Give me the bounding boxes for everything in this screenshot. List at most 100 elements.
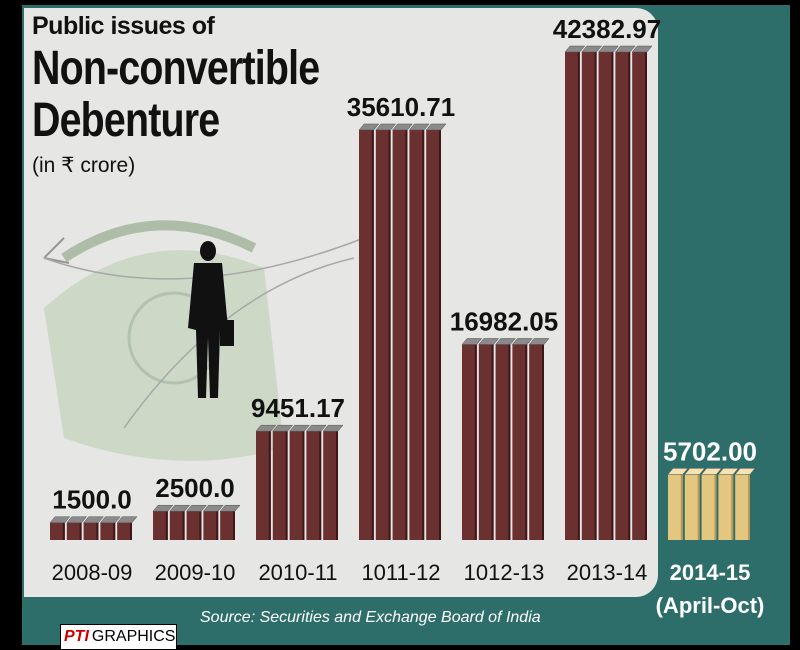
- bar-slat-top: [598, 45, 619, 53]
- bar-slat-shade: [731, 474, 734, 540]
- bar-slat-top: [152, 504, 174, 512]
- bar-slat: [359, 129, 374, 540]
- bar-slat-top: [614, 45, 636, 53]
- source-note: Source: Securities and Exchange Board of…: [200, 609, 541, 626]
- bar-slat-shade: [525, 344, 528, 540]
- chart-title-top: Public issues of: [32, 12, 215, 40]
- bar-slat-top: [322, 424, 344, 432]
- bar-slat-top: [219, 504, 241, 512]
- bar-slat-shade: [165, 511, 168, 540]
- value-label: 5702.00: [663, 436, 757, 466]
- bar-slat-top: [478, 338, 500, 345]
- bar-slat: [632, 52, 647, 540]
- value-label: 35610.71: [347, 92, 455, 122]
- bar-slat: [718, 474, 734, 540]
- bar-slat-top: [667, 468, 689, 475]
- bar-2013-14: [564, 45, 653, 540]
- bar-slat: [426, 129, 441, 540]
- bar-slat-shade: [611, 52, 614, 540]
- bar-2010-11: [255, 424, 344, 540]
- bar-slat-shade: [628, 52, 631, 540]
- chart-title-line2: Debenture: [32, 94, 220, 147]
- bar-slat: [203, 511, 219, 540]
- bar-slat: [684, 474, 700, 540]
- category-label: 2008-09: [52, 560, 133, 585]
- bar-slat-top: [425, 123, 447, 131]
- bar-slat-shade: [388, 129, 391, 540]
- bar-slat-top: [255, 424, 277, 432]
- bar-slat-shade: [714, 474, 717, 540]
- bar-slat: [186, 511, 202, 540]
- bar-slat-top: [49, 516, 71, 523]
- bar-slat-shade: [645, 52, 647, 540]
- bar-2008-09: [49, 516, 138, 540]
- bar-slat: [256, 431, 271, 540]
- bar-slat-top: [495, 338, 516, 345]
- bar-slat-shade: [268, 431, 271, 540]
- bar-slat-top: [684, 468, 706, 475]
- bar-slat-shade: [319, 431, 322, 540]
- bar-slat: [66, 522, 82, 540]
- bar-slat-top: [99, 516, 121, 523]
- bar-slat-shade: [302, 431, 305, 540]
- bar-slat-top: [408, 123, 430, 131]
- bar-slat-top: [116, 516, 138, 523]
- businessman-silhouette-icon: [188, 241, 234, 398]
- bar-slat-shade: [182, 511, 185, 540]
- bar-slat-top: [186, 504, 207, 512]
- bar-slat-shade: [96, 522, 99, 540]
- pti-graphics-logo: PTI GRAPHICS: [60, 624, 177, 650]
- bar-slat-top: [461, 338, 483, 345]
- certificate-banner: [61, 220, 257, 263]
- bar-slat-top: [581, 45, 603, 53]
- bar-1012-13: [461, 338, 550, 540]
- category-sublabel: (April-Oct): [656, 593, 765, 618]
- bar-slat: [323, 431, 338, 540]
- bar-slat-shade: [491, 344, 494, 540]
- bar-slat-top: [701, 468, 722, 475]
- bar-slat: [462, 344, 477, 540]
- bar-slat: [117, 522, 132, 540]
- bar-slat-shade: [130, 522, 132, 540]
- bar-slat-top: [734, 468, 756, 475]
- bar-slat-shade: [577, 52, 580, 540]
- category-label: 1011-12: [361, 560, 440, 585]
- bar-slat-top: [511, 338, 533, 345]
- bar-slat-shade: [439, 129, 441, 540]
- logo-graphics: GRAPHICS: [91, 628, 176, 645]
- bar-slat: [598, 52, 614, 540]
- bar-slat: [272, 431, 288, 540]
- bar-slat-top: [392, 123, 413, 131]
- bar-slat-top: [375, 123, 397, 131]
- bar-slat: [701, 474, 717, 540]
- bar-2014-15: [667, 468, 756, 540]
- value-label: 2500.0: [155, 473, 235, 503]
- category-label: 2013-14: [567, 560, 648, 585]
- category-label: 2009-10: [155, 560, 236, 585]
- category-label: 2014-15: [670, 560, 751, 585]
- bar-slat-shade: [79, 522, 82, 540]
- value-label: 42382.97: [553, 14, 661, 44]
- bar-slat: [169, 511, 185, 540]
- value-label: 9451.17: [251, 393, 345, 423]
- bar-slat-top: [289, 424, 310, 432]
- bar-slat: [495, 344, 511, 540]
- bar-slat-shade: [680, 474, 683, 540]
- bar-slat-top: [169, 504, 191, 512]
- bar-slat-shade: [216, 511, 219, 540]
- bar-slat: [529, 344, 544, 540]
- bar-slat-top: [202, 504, 224, 512]
- bar-slat: [615, 52, 631, 540]
- bar-slat: [409, 129, 425, 540]
- chart-panel: [24, 8, 658, 597]
- bar-1011-12: [358, 123, 447, 540]
- bar-slat: [100, 522, 116, 540]
- bar-slat: [289, 431, 305, 540]
- bar-slat-shade: [62, 522, 65, 540]
- bar-slat-shade: [594, 52, 597, 540]
- bar-slat-shade: [697, 474, 700, 540]
- bar-slat-top: [564, 45, 586, 53]
- bar-slat: [581, 52, 597, 540]
- bar-slat-top: [717, 468, 739, 475]
- bar-slat: [153, 511, 168, 540]
